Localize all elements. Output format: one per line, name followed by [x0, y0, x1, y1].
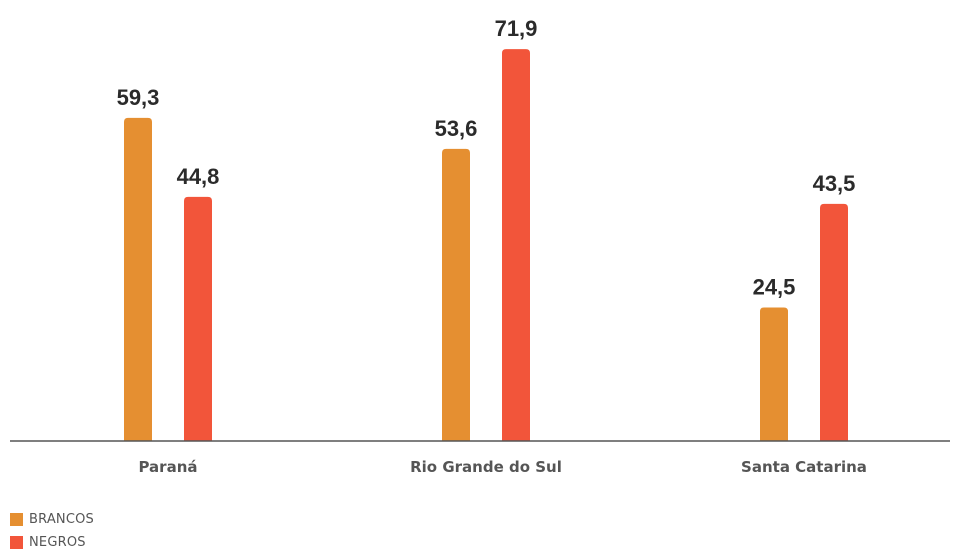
value-label-negros-rio-grande-do-sul: 71,9: [495, 16, 538, 41]
value-label-negros-parana: 44,8: [177, 164, 220, 189]
legend-label-brancos: BRANCOS: [29, 511, 95, 527]
legend-item-negros: NEGROS: [10, 532, 94, 552]
bar-negros-rio-grande-do-sul: [502, 49, 530, 442]
bar-negros-parana: [184, 196, 212, 441]
category-label-rio-grande-do-sul: Rio Grande do Sul: [410, 458, 562, 476]
legend-item-brancos: BRANCOS: [10, 509, 94, 529]
value-labels-group: 59,3 44,8 53,6 71,9 24,5 43,5: [117, 16, 856, 299]
value-label-brancos-santa-catarina: 24,5: [753, 274, 796, 299]
value-label-brancos-parana: 59,3: [117, 85, 160, 110]
category-label-santa-catarina: Santa Catarina: [741, 458, 867, 476]
legend-label-negros: NEGROS: [29, 534, 86, 550]
bar-negros-santa-catarina: [820, 203, 848, 441]
legend-swatch-negros: [10, 535, 23, 549]
value-label-negros-santa-catarina: 43,5: [813, 171, 856, 196]
bar-chart: 59,3 44,8 53,6 71,9 24,5 43,5 Paraná Rio Grand…: [10, 16, 950, 476]
legend: BRANCOS NEGROS: [10, 509, 94, 555]
legend-swatch-brancos: [10, 512, 23, 526]
category-label-parana: Paraná: [138, 458, 197, 476]
bar-brancos-santa-catarina: [760, 307, 788, 441]
bar-brancos-parana: [124, 117, 152, 441]
bar-brancos-rio-grande-do-sul: [442, 148, 470, 441]
value-label-brancos-rio-grande-do-sul: 53,6: [435, 116, 478, 141]
category-labels-group: Paraná Rio Grande do Sul Santa Catarina: [138, 458, 866, 476]
bars-group: [124, 49, 848, 442]
